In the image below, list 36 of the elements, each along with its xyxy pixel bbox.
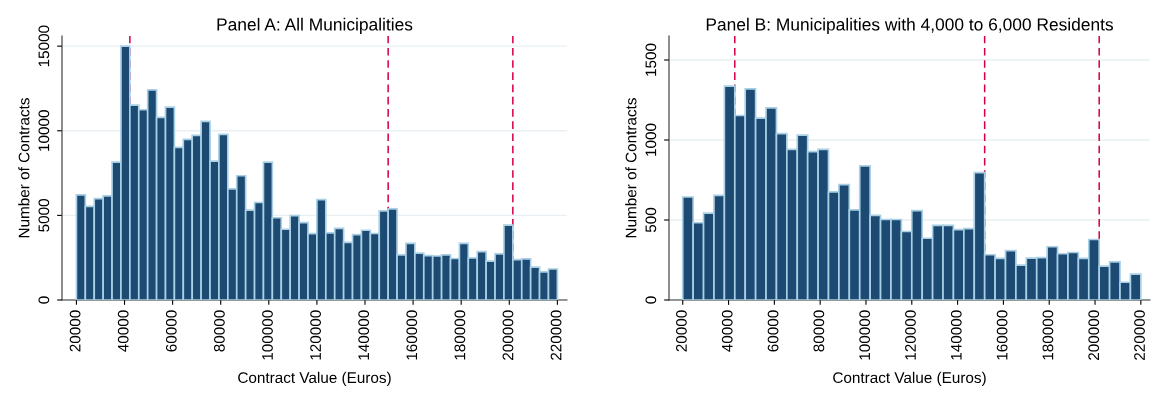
y-tick-label: 5000 bbox=[38, 198, 50, 232]
x-tick-label: 40000 bbox=[721, 310, 733, 352]
x-tick-label: 160000 bbox=[996, 310, 1008, 360]
x-tick-label: 200000 bbox=[1088, 310, 1100, 360]
x-axis-title: Contract Value (Euros) bbox=[833, 371, 986, 387]
x-tick-label: 20000 bbox=[69, 310, 81, 352]
x-tick-label: 20000 bbox=[676, 310, 687, 352]
chart-title: Panel B: Municipalities with 4,000 to 6,000 Residents bbox=[706, 17, 1113, 35]
x-tick-label: 120000 bbox=[905, 310, 916, 360]
x-tick-label: 220000 bbox=[550, 310, 562, 360]
x-tick-label: 40000 bbox=[117, 310, 129, 352]
x-tick-label: 140000 bbox=[358, 310, 370, 360]
y-tick-label: 1000 bbox=[645, 123, 657, 156]
x-tick-label: 100000 bbox=[859, 310, 871, 360]
y-tick-label: 500 bbox=[645, 207, 657, 233]
x-tick-label: 60000 bbox=[165, 310, 177, 352]
x-tick-label: 180000 bbox=[1042, 310, 1054, 360]
y-tick-label: 15000 bbox=[38, 25, 50, 67]
x-tick-label: 160000 bbox=[406, 310, 418, 360]
x-tick-label: 80000 bbox=[214, 310, 225, 352]
x-tick-label: 140000 bbox=[950, 310, 962, 360]
x-tick-label: 100000 bbox=[262, 310, 273, 360]
y-tick-label: 10000 bbox=[38, 110, 50, 151]
y-axis-title: Number of Contracts bbox=[18, 98, 30, 238]
y-tick-label: 1500 bbox=[645, 43, 657, 76]
x-tick-label: 80000 bbox=[813, 310, 825, 352]
x-tick-label: 120000 bbox=[310, 310, 322, 360]
y-tick-label: 0 bbox=[645, 296, 657, 304]
x-tick-label: 180000 bbox=[454, 310, 466, 360]
x-tick-label: 220000 bbox=[1134, 310, 1145, 360]
x-tick-label: 60000 bbox=[767, 310, 779, 352]
chart-title: Panel A: All Municipalities bbox=[217, 17, 413, 35]
x-axis-title: Contract Value (Euros) bbox=[238, 371, 391, 387]
x-tick-label: 200000 bbox=[502, 310, 514, 360]
y-tick-label: 0 bbox=[38, 296, 50, 304]
y-axis-title: Number of Contracts bbox=[625, 98, 637, 238]
